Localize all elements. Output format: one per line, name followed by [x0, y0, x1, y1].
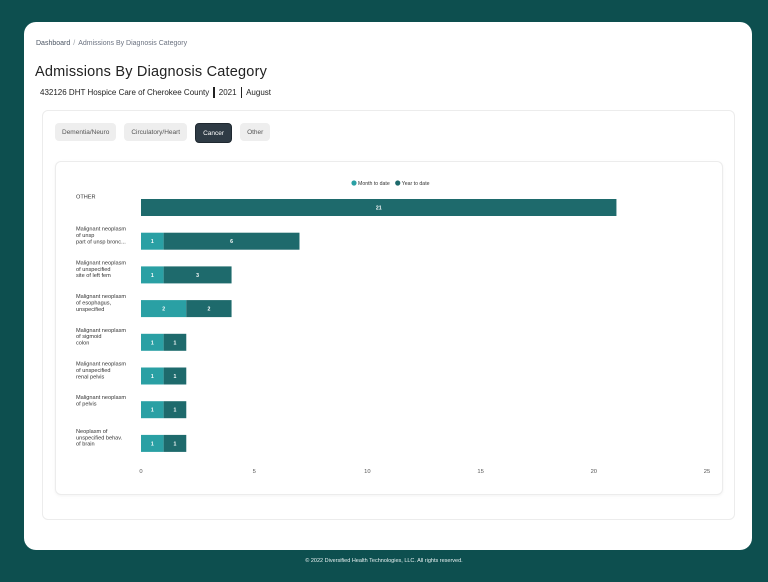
category-label: of brain: [76, 442, 95, 448]
data-label: 1: [151, 239, 154, 245]
bar-segment: [141, 232, 164, 250]
category-label: of unspecified: [76, 368, 111, 374]
breadcrumb-separator: /: [73, 40, 76, 47]
x-tick-label: 15: [477, 469, 483, 475]
tab-cancer[interactable]: Cancer: [195, 123, 233, 143]
data-label: 1: [151, 374, 154, 380]
admissions-bar-chart: Month to date Year to dateOTHER21Malignan…: [76, 180, 710, 475]
legend-label: Month to date: [358, 181, 390, 187]
breadcrumb: Dashboard / Admissions By Diagnosis Catego…: [36, 40, 187, 47]
category-label: Malignant neoplasm: [76, 260, 126, 266]
subtitle-divider: [240, 87, 243, 98]
bar-segment: [163, 266, 232, 284]
data-label: 1: [151, 441, 154, 447]
tab-dementia-neuro[interactable]: Dementia/Neuro: [55, 123, 117, 141]
x-tick-label: 0: [139, 469, 142, 475]
data-label: 1: [151, 408, 154, 414]
bar-segment: [141, 367, 164, 385]
x-tick-label: 10: [364, 469, 370, 475]
data-label: 21: [376, 206, 382, 212]
category-label: renal pelvis: [76, 374, 104, 380]
footer-copyright: © 2022 Diversified Health Technologies, …: [305, 558, 463, 564]
data-label: 1: [174, 340, 177, 346]
data-label: 1: [151, 340, 154, 346]
data-label: 2: [162, 307, 165, 313]
subtitle-divider: [213, 87, 215, 98]
data-label: 2: [207, 307, 210, 313]
x-tick-label: 5: [253, 469, 256, 475]
bar-segment: [163, 333, 187, 351]
category-label: of esophagus,: [76, 301, 112, 307]
category-label: Malignant neoplasm: [76, 328, 126, 334]
breadcrumb-dashboard-link[interactable]: Dashboard: [36, 40, 71, 47]
bar-segment: [141, 434, 164, 452]
tab-other[interactable]: Other: [240, 123, 271, 141]
category-label: Malignant neoplasm: [76, 227, 126, 233]
x-tick-label: 25: [704, 469, 710, 475]
page-title: Admissions By Diagnosis Category: [35, 64, 268, 80]
data-label: 1: [151, 273, 154, 279]
category-tabs: Dementia/Neuro Circulatory/Heart Cancer …: [55, 123, 271, 143]
breadcrumb-current: Admissions By Diagnosis Category: [78, 40, 188, 47]
bar-segment: [141, 199, 617, 216]
year-label: 2021: [218, 88, 237, 97]
category-label: part of unsp bronc...: [76, 240, 126, 246]
bar-segment: [163, 367, 187, 385]
legend-marker: [351, 180, 357, 186]
chart-card: Month to date Year to date OTHER 21 Malignan…: [55, 161, 723, 495]
category-label: of unspecified: [76, 267, 111, 273]
month-label: August: [246, 88, 271, 97]
bar-segment: [186, 300, 232, 318]
category-label: site of left fem: [76, 273, 111, 279]
data-label: 3: [196, 273, 199, 279]
page-subtitle: 432126 DHT Hospice Care of Cherokee Coun…: [40, 87, 271, 98]
category-label: unspecified behav.: [76, 435, 123, 441]
data-label: 6: [230, 239, 233, 245]
category-label: Malignant neoplasm: [76, 395, 126, 401]
category-label: colon: [76, 341, 89, 347]
bar-segment: [141, 266, 164, 284]
agency-label: 432126 DHT Hospice Care of Cherokee Coun…: [40, 88, 210, 97]
legend-marker: [395, 180, 401, 186]
data-label: 1: [174, 374, 177, 380]
category-label: of pelvis: [76, 402, 97, 408]
category-label: of sigmoid: [76, 334, 102, 340]
category-label: Malignant neoplasm: [76, 294, 126, 300]
data-label: 1: [174, 441, 177, 447]
category-panel: Dementia/Neuro Circulatory/Heart Cancer …: [42, 110, 735, 520]
bar-segment: [141, 401, 164, 419]
legend-label: Year to date: [402, 181, 430, 187]
category-label: Neoplasm of: [76, 429, 108, 435]
category-label: of unsp: [76, 233, 94, 239]
bar-segment: [141, 300, 187, 318]
bar-segment: [141, 333, 164, 351]
bar-segment: [163, 434, 187, 452]
bar-segment: [163, 401, 187, 419]
tab-circulatory-heart[interactable]: Circulatory/Heart: [124, 123, 188, 141]
data-label: 1: [174, 408, 177, 414]
category-label: Malignant neoplasm: [76, 362, 126, 368]
category-label: OTHER: [76, 195, 96, 201]
x-tick-label: 20: [591, 469, 597, 475]
bar-segment: [163, 232, 300, 250]
main-page: Dashboard / Admissions By Diagnosis Catego…: [24, 22, 752, 550]
category-label: unspecified: [76, 307, 104, 313]
